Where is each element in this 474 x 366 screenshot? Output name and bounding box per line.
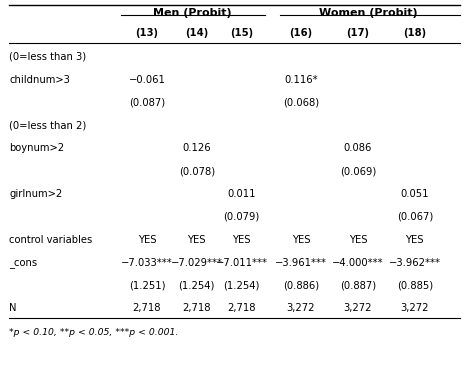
Text: (0.079): (0.079) xyxy=(224,212,260,222)
Text: (0.068): (0.068) xyxy=(283,97,319,108)
Text: (14): (14) xyxy=(185,28,209,38)
Text: (13): (13) xyxy=(136,28,158,38)
Text: (1.251): (1.251) xyxy=(128,280,165,291)
Text: YES: YES xyxy=(137,235,156,245)
Text: YES: YES xyxy=(232,235,251,245)
Text: boynum>2: boynum>2 xyxy=(9,143,64,153)
Text: 0.126: 0.126 xyxy=(182,143,211,153)
Text: Women (Probit): Women (Probit) xyxy=(319,8,418,18)
Text: −7.011***: −7.011*** xyxy=(216,258,268,268)
Text: −3.961***: −3.961*** xyxy=(275,258,327,268)
Text: _cons: _cons xyxy=(9,258,37,268)
Text: 3,272: 3,272 xyxy=(401,303,429,313)
Text: (0.885): (0.885) xyxy=(397,280,433,291)
Text: 2,718: 2,718 xyxy=(133,303,161,313)
Text: −3.962***: −3.962*** xyxy=(389,258,441,268)
Text: 2,718: 2,718 xyxy=(228,303,256,313)
Text: (0=less than 3): (0=less than 3) xyxy=(9,52,87,62)
Text: girlnum>2: girlnum>2 xyxy=(9,189,63,199)
Text: 0.086: 0.086 xyxy=(344,143,372,153)
Text: 2,718: 2,718 xyxy=(182,303,211,313)
Text: (0.887): (0.887) xyxy=(340,280,376,291)
Text: YES: YES xyxy=(292,235,310,245)
Text: (0=less than 2): (0=less than 2) xyxy=(9,120,87,130)
Text: (15): (15) xyxy=(230,28,253,38)
Text: −7.029***: −7.029*** xyxy=(171,258,223,268)
Text: Men (Probit): Men (Probit) xyxy=(153,8,231,18)
Text: −7.033***: −7.033*** xyxy=(121,258,173,268)
Text: 0.011: 0.011 xyxy=(228,189,256,199)
Text: YES: YES xyxy=(348,235,367,245)
Text: (18): (18) xyxy=(403,28,426,38)
Text: (0.886): (0.886) xyxy=(283,280,319,291)
Text: *p < 0.10, **p < 0.05, ***p < 0.001.: *p < 0.10, **p < 0.05, ***p < 0.001. xyxy=(9,328,179,337)
Text: YES: YES xyxy=(405,235,424,245)
Text: (1.254): (1.254) xyxy=(224,280,260,291)
Text: N: N xyxy=(9,303,17,313)
Text: (0.087): (0.087) xyxy=(129,97,165,108)
Text: 0.116*: 0.116* xyxy=(284,75,318,85)
Text: YES: YES xyxy=(187,235,206,245)
Text: 0.051: 0.051 xyxy=(401,189,429,199)
Text: (0.069): (0.069) xyxy=(340,166,376,176)
Text: (1.254): (1.254) xyxy=(179,280,215,291)
Text: −0.061: −0.061 xyxy=(128,75,165,85)
Text: 3,272: 3,272 xyxy=(344,303,372,313)
Text: (17): (17) xyxy=(346,28,369,38)
Text: −4.000***: −4.000*** xyxy=(332,258,383,268)
Text: (0.067): (0.067) xyxy=(397,212,433,222)
Text: (0.078): (0.078) xyxy=(179,166,215,176)
Text: (16): (16) xyxy=(290,28,312,38)
Text: childnum>3: childnum>3 xyxy=(9,75,70,85)
Text: 3,272: 3,272 xyxy=(287,303,315,313)
Text: control variables: control variables xyxy=(9,235,93,245)
